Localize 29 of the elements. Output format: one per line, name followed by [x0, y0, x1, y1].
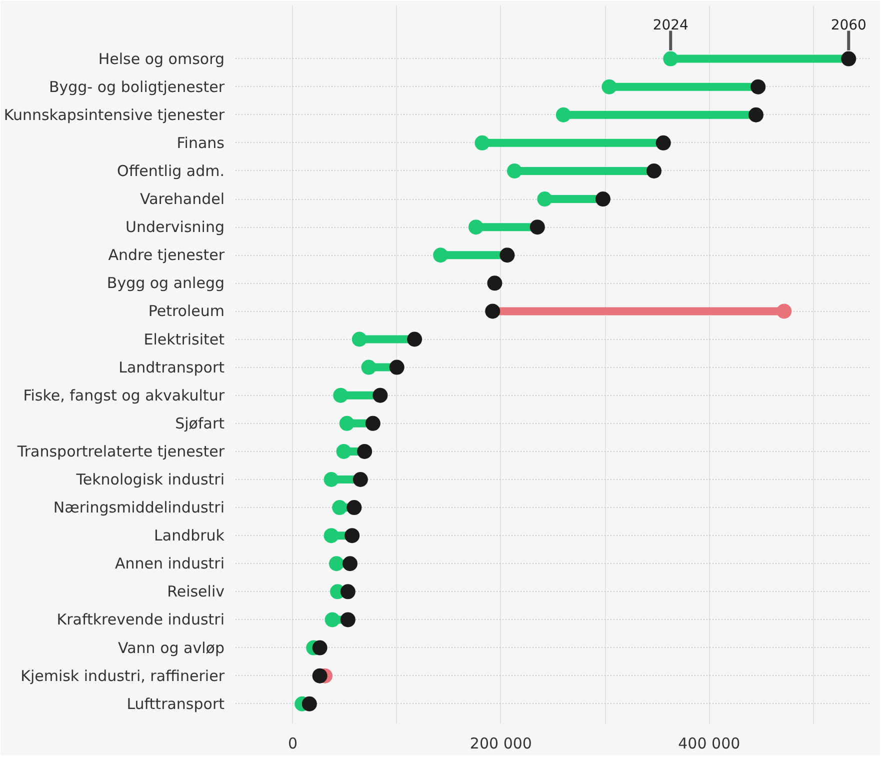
y-tick-label: Bygg- og boligtjenester: [48, 78, 226, 96]
y-tick-label: Andre tjenester: [108, 246, 226, 264]
y-tick-label: Varehandel: [140, 190, 225, 208]
series-label: 2024: [652, 17, 689, 34]
y-tick-label: Undervisning: [126, 218, 225, 236]
x-tick-label: 200 000: [470, 734, 532, 752]
x-tick-label: 0: [288, 734, 298, 752]
series-label: 2060: [830, 17, 866, 34]
y-tick-label: Fiske, fangst og akvakultur: [23, 386, 226, 404]
y-tick-label: Lufttransport: [126, 694, 225, 713]
y-tick-label: Næringsmiddelindustri: [53, 498, 225, 517]
y-tick-label: Reiseliv: [167, 582, 225, 601]
x-tick-label: 400 000: [678, 734, 740, 752]
y-tick-label: Annen industri: [114, 554, 225, 573]
y-tick-label: Petroleum: [148, 302, 225, 320]
y-tick-label: Finans: [176, 134, 225, 152]
y-tick-label: Transportrelaterte tjenester: [16, 442, 226, 460]
y-tick-label: Offentlig adm.: [117, 162, 225, 180]
y-tick-label: Elektrisitet: [144, 330, 225, 348]
y-tick-label: Kraftkrevende industri: [56, 610, 225, 629]
y-tick-label: Landbruk: [154, 526, 225, 545]
y-tick-label: Bygg og anlegg: [106, 274, 225, 292]
y-tick-label: Helse og omsorg: [98, 50, 225, 68]
y-tick-label: Kunnskapsintensive tjenester: [4, 106, 226, 124]
y-tick-label: Vann og avløp: [118, 638, 225, 657]
y-tick-label: Sjøfart: [175, 414, 225, 432]
y-tick-label: Kjemisk industri, raffinerier: [20, 666, 226, 685]
y-tick-label: Landtransport: [118, 358, 225, 376]
y-tick-label: Teknologisk industri: [75, 470, 224, 488]
